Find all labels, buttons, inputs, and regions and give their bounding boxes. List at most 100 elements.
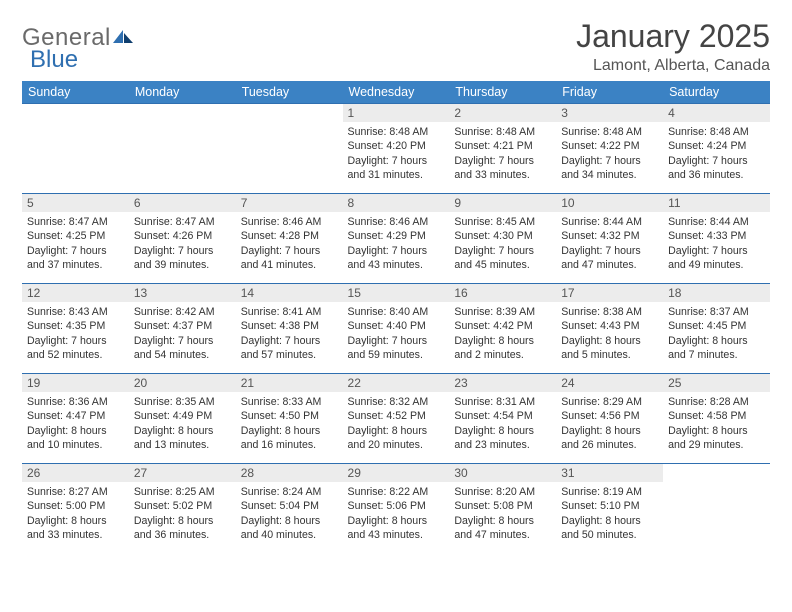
sunset-text: Sunset: 4:47 PM xyxy=(27,409,124,423)
calendar-cell: 29Sunrise: 8:22 AMSunset: 5:06 PMDayligh… xyxy=(343,464,450,554)
sunrise-text: Sunrise: 8:48 AM xyxy=(668,125,765,139)
calendar-cell: 8Sunrise: 8:46 AMSunset: 4:29 PMDaylight… xyxy=(343,194,450,284)
calendar-cell: 31Sunrise: 8:19 AMSunset: 5:10 PMDayligh… xyxy=(556,464,663,554)
calendar-cell: 18Sunrise: 8:37 AMSunset: 4:45 PMDayligh… xyxy=(663,284,770,374)
day-number: 4 xyxy=(663,104,770,122)
weekday-header: Tuesday xyxy=(236,81,343,104)
weekday-header: Thursday xyxy=(449,81,556,104)
sunset-text: Sunset: 4:33 PM xyxy=(668,229,765,243)
calendar-cell: 15Sunrise: 8:40 AMSunset: 4:40 PMDayligh… xyxy=(343,284,450,374)
daylight-text-1: Daylight: 7 hours xyxy=(134,334,231,348)
daylight-text-2: and 59 minutes. xyxy=(348,348,445,362)
sunrise-text: Sunrise: 8:42 AM xyxy=(134,305,231,319)
calendar-cell: 9Sunrise: 8:45 AMSunset: 4:30 PMDaylight… xyxy=(449,194,556,284)
day-details: Sunrise: 8:32 AMSunset: 4:52 PMDaylight:… xyxy=(343,392,450,456)
daylight-text-1: Daylight: 7 hours xyxy=(241,334,338,348)
daylight-text-1: Daylight: 8 hours xyxy=(454,424,551,438)
daylight-text-2: and 2 minutes. xyxy=(454,348,551,362)
sunset-text: Sunset: 5:02 PM xyxy=(134,499,231,513)
sunrise-text: Sunrise: 8:46 AM xyxy=(348,215,445,229)
sunset-text: Sunset: 5:00 PM xyxy=(27,499,124,513)
calendar-cell: 30Sunrise: 8:20 AMSunset: 5:08 PMDayligh… xyxy=(449,464,556,554)
calendar-cell: .. xyxy=(663,464,770,554)
sunrise-text: Sunrise: 8:40 AM xyxy=(348,305,445,319)
sunrise-text: Sunrise: 8:44 AM xyxy=(561,215,658,229)
day-details: Sunrise: 8:48 AMSunset: 4:22 PMDaylight:… xyxy=(556,122,663,186)
daylight-text-1: Daylight: 7 hours xyxy=(134,244,231,258)
calendar-cell: 23Sunrise: 8:31 AMSunset: 4:54 PMDayligh… xyxy=(449,374,556,464)
sunset-text: Sunset: 4:29 PM xyxy=(348,229,445,243)
sunset-text: Sunset: 4:35 PM xyxy=(27,319,124,333)
daylight-text-1: Daylight: 7 hours xyxy=(348,334,445,348)
sunset-text: Sunset: 5:10 PM xyxy=(561,499,658,513)
calendar-cell: 28Sunrise: 8:24 AMSunset: 5:04 PMDayligh… xyxy=(236,464,343,554)
daylight-text-2: and 52 minutes. xyxy=(27,348,124,362)
day-details: Sunrise: 8:47 AMSunset: 4:26 PMDaylight:… xyxy=(129,212,236,276)
daylight-text-2: and 20 minutes. xyxy=(348,438,445,452)
daylight-text-1: Daylight: 7 hours xyxy=(27,334,124,348)
day-details: Sunrise: 8:48 AMSunset: 4:20 PMDaylight:… xyxy=(343,122,450,186)
day-number: 28 xyxy=(236,464,343,482)
sunset-text: Sunset: 4:58 PM xyxy=(668,409,765,423)
calendar-cell: 6Sunrise: 8:47 AMSunset: 4:26 PMDaylight… xyxy=(129,194,236,284)
daylight-text-1: Daylight: 8 hours xyxy=(348,514,445,528)
calendar-cell: 10Sunrise: 8:44 AMSunset: 4:32 PMDayligh… xyxy=(556,194,663,284)
title-block: January 2025 Lamont, Alberta, Canada xyxy=(576,18,770,75)
day-number: 12 xyxy=(22,284,129,302)
day-number: 11 xyxy=(663,194,770,212)
day-details: Sunrise: 8:28 AMSunset: 4:58 PMDaylight:… xyxy=(663,392,770,456)
daylight-text-2: and 10 minutes. xyxy=(27,438,124,452)
sunrise-text: Sunrise: 8:47 AM xyxy=(27,215,124,229)
daylight-text-1: Daylight: 8 hours xyxy=(348,424,445,438)
calendar-row: 5Sunrise: 8:47 AMSunset: 4:25 PMDaylight… xyxy=(22,194,770,284)
day-number: 1 xyxy=(343,104,450,122)
day-number: 2 xyxy=(449,104,556,122)
day-details: Sunrise: 8:24 AMSunset: 5:04 PMDaylight:… xyxy=(236,482,343,546)
sunset-text: Sunset: 4:32 PM xyxy=(561,229,658,243)
sunrise-text: Sunrise: 8:36 AM xyxy=(27,395,124,409)
sunset-text: Sunset: 4:43 PM xyxy=(561,319,658,333)
day-details: Sunrise: 8:22 AMSunset: 5:06 PMDaylight:… xyxy=(343,482,450,546)
sunset-text: Sunset: 5:08 PM xyxy=(454,499,551,513)
daylight-text-2: and 34 minutes. xyxy=(561,168,658,182)
calendar-cell: 24Sunrise: 8:29 AMSunset: 4:56 PMDayligh… xyxy=(556,374,663,464)
daylight-text-1: Daylight: 8 hours xyxy=(241,514,338,528)
day-details: Sunrise: 8:29 AMSunset: 4:56 PMDaylight:… xyxy=(556,392,663,456)
sunset-text: Sunset: 4:42 PM xyxy=(454,319,551,333)
sunset-text: Sunset: 4:50 PM xyxy=(241,409,338,423)
daylight-text-2: and 31 minutes. xyxy=(348,168,445,182)
day-details: Sunrise: 8:33 AMSunset: 4:50 PMDaylight:… xyxy=(236,392,343,456)
sunrise-text: Sunrise: 8:41 AM xyxy=(241,305,338,319)
calendar-cell: 16Sunrise: 8:39 AMSunset: 4:42 PMDayligh… xyxy=(449,284,556,374)
daylight-text-1: Daylight: 7 hours xyxy=(348,154,445,168)
day-details: Sunrise: 8:45 AMSunset: 4:30 PMDaylight:… xyxy=(449,212,556,276)
sunset-text: Sunset: 4:40 PM xyxy=(348,319,445,333)
page-title: January 2025 xyxy=(576,18,770,55)
calendar-row: 19Sunrise: 8:36 AMSunset: 4:47 PMDayligh… xyxy=(22,374,770,464)
sunrise-text: Sunrise: 8:27 AM xyxy=(27,485,124,499)
daylight-text-2: and 26 minutes. xyxy=(561,438,658,452)
day-details: Sunrise: 8:39 AMSunset: 4:42 PMDaylight:… xyxy=(449,302,556,366)
daylight-text-2: and 47 minutes. xyxy=(454,528,551,542)
daylight-text-2: and 29 minutes. xyxy=(668,438,765,452)
daylight-text-2: and 43 minutes. xyxy=(348,258,445,272)
day-details: Sunrise: 8:48 AMSunset: 4:24 PMDaylight:… xyxy=(663,122,770,186)
day-number: 16 xyxy=(449,284,556,302)
sunrise-text: Sunrise: 8:43 AM xyxy=(27,305,124,319)
sunset-text: Sunset: 4:26 PM xyxy=(134,229,231,243)
calendar-cell: 14Sunrise: 8:41 AMSunset: 4:38 PMDayligh… xyxy=(236,284,343,374)
day-details: Sunrise: 8:36 AMSunset: 4:47 PMDaylight:… xyxy=(22,392,129,456)
calendar-head: SundayMondayTuesdayWednesdayThursdayFrid… xyxy=(22,81,770,104)
page-location: Lamont, Alberta, Canada xyxy=(576,57,770,75)
weekday-header: Friday xyxy=(556,81,663,104)
day-details: Sunrise: 8:35 AMSunset: 4:49 PMDaylight:… xyxy=(129,392,236,456)
daylight-text-2: and 36 minutes. xyxy=(668,168,765,182)
daylight-text-2: and 41 minutes. xyxy=(241,258,338,272)
sunset-text: Sunset: 4:30 PM xyxy=(454,229,551,243)
sunrise-text: Sunrise: 8:47 AM xyxy=(134,215,231,229)
sunrise-text: Sunrise: 8:48 AM xyxy=(561,125,658,139)
calendar-cell: 11Sunrise: 8:44 AMSunset: 4:33 PMDayligh… xyxy=(663,194,770,284)
sunset-text: Sunset: 4:54 PM xyxy=(454,409,551,423)
calendar-cell: 19Sunrise: 8:36 AMSunset: 4:47 PMDayligh… xyxy=(22,374,129,464)
calendar-cell: 21Sunrise: 8:33 AMSunset: 4:50 PMDayligh… xyxy=(236,374,343,464)
